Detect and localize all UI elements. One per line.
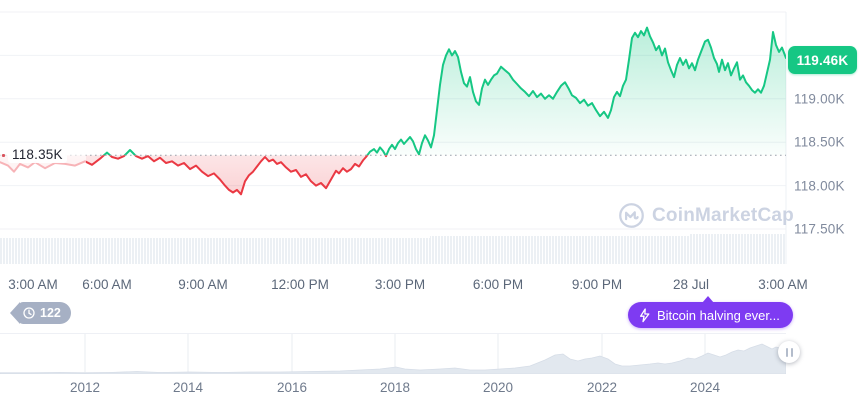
timeline-scrubber[interactable] <box>0 333 787 375</box>
y-axis-label: 117.50K <box>794 221 845 237</box>
drag-handle-bars-icon <box>790 347 793 357</box>
year-label: 2024 <box>689 380 721 395</box>
grid-lines <box>0 11 787 264</box>
history-count-value: 122 <box>40 306 61 320</box>
coinmarketcap-logo-icon <box>619 203 644 228</box>
year-label: 2020 <box>482 380 514 395</box>
watermark-text: CoinMarketCap <box>652 204 794 226</box>
year-label: 2014 <box>172 380 204 395</box>
year-label: 2022 <box>586 380 618 395</box>
timeline-canvas <box>0 334 787 375</box>
event-badge-pointer <box>702 296 714 303</box>
x-axis-label: 9:00 PM <box>571 277 623 292</box>
baseline-price-label: 118.35K <box>8 146 67 163</box>
drag-handle-bars-icon <box>785 347 788 357</box>
x-axis-label: 3:00 PM <box>374 277 426 292</box>
timeline-drag-handle[interactable] <box>778 341 800 363</box>
x-axis-label: 28 Jul <box>672 277 710 292</box>
history-clock-icon <box>23 307 35 319</box>
price-area-below-baseline <box>0 155 786 196</box>
history-badge-tip <box>10 302 20 324</box>
price-chart[interactable] <box>0 0 860 275</box>
x-axis-label: 6:00 PM <box>472 277 524 292</box>
event-badge-label: Bitcoin halving ever... <box>657 307 780 323</box>
timeline-history-area <box>0 343 787 375</box>
x-axis-label: 3:00 AM <box>8 277 58 292</box>
x-axis-label: 6:00 AM <box>82 277 132 292</box>
y-axis-label: 119.00K <box>794 91 845 107</box>
y-axis-label: 118.50K <box>794 134 845 150</box>
event-badge[interactable]: Bitcoin halving ever... <box>628 302 793 328</box>
x-axis-label: 3:00 AM <box>758 277 808 292</box>
year-label: 2016 <box>276 380 308 395</box>
coinmarketcap-watermark: CoinMarketCap <box>618 202 794 229</box>
current-price-badge: 119.46K <box>788 46 857 74</box>
baseline-tick-marker <box>2 154 5 157</box>
x-axis-label: 12:00 PM <box>271 277 329 292</box>
volume-bars <box>0 234 786 264</box>
history-count-badge[interactable]: 122 <box>10 302 71 324</box>
x-axis-label: 9:00 AM <box>178 277 228 292</box>
year-label: 2018 <box>379 380 411 395</box>
year-label: 2012 <box>69 380 101 395</box>
price-area-above-baseline <box>102 26 786 156</box>
lightning-bolt-icon <box>639 307 650 322</box>
y-axis-label: 118.00K <box>794 178 845 194</box>
